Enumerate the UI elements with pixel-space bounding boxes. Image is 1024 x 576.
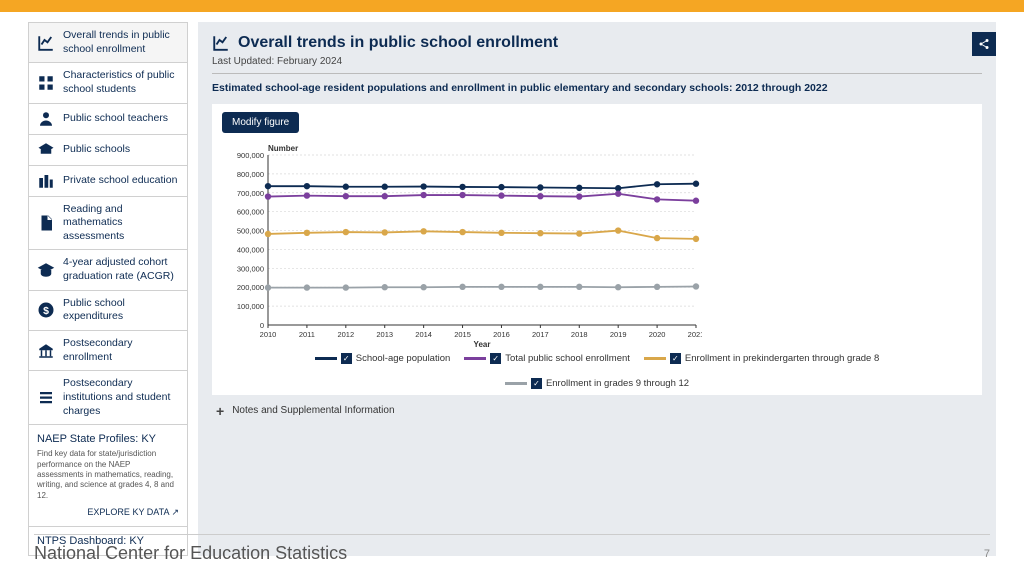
naep-box: NAEP State Profiles: KY Find key data for… (28, 425, 188, 527)
sidebar-item-4[interactable]: Private school education (28, 166, 188, 197)
city-icon (37, 172, 55, 190)
svg-text:2018: 2018 (571, 330, 588, 339)
chart-area: Modify figure Number 0 100,000 200,000 300,0… (212, 104, 982, 395)
svg-text:100,000: 100,000 (237, 302, 264, 311)
chart-icon (37, 34, 55, 52)
legend-item-1[interactable]: ✓ Total public school enrollment (464, 353, 630, 364)
svg-text:2015: 2015 (454, 330, 471, 339)
legend-item-3[interactable]: ✓ Enrollment in grades 9 through 12 (505, 378, 689, 389)
svg-text:$: $ (43, 305, 49, 317)
last-updated: Last Updated: February 2024 (212, 56, 982, 74)
svg-text:900,000: 900,000 (237, 151, 264, 160)
svg-text:600,000: 600,000 (237, 207, 264, 216)
school-icon (37, 141, 55, 159)
svg-text:0: 0 (260, 321, 264, 330)
chart-legend: ✓ School-age population ✓ Total public scho… (222, 353, 972, 389)
svg-text:2020: 2020 (649, 330, 666, 339)
sidebar-item-9[interactable]: Postsecondary institutions and student c… (28, 371, 188, 425)
naep-desc: Find key data for state/jurisdiction per… (37, 449, 179, 501)
sidebar-item-2[interactable]: Public school teachers (28, 104, 188, 135)
sidebar-item-label: Public schools (63, 143, 130, 157)
legend-label: School-age population (356, 353, 451, 364)
doc-icon (37, 214, 55, 232)
sidebar-item-label: Public school expenditures (63, 297, 179, 324)
legend-label: Enrollment in prekindergarten through gr… (685, 353, 879, 364)
svg-text:2013: 2013 (376, 330, 393, 339)
sidebar-item-5[interactable]: Reading and mathematics assessments (28, 197, 188, 251)
svg-text:700,000: 700,000 (237, 188, 264, 197)
person-icon (37, 110, 55, 128)
svg-text:Year: Year (474, 340, 491, 349)
footer-page: 7 (984, 548, 990, 560)
svg-text:800,000: 800,000 (237, 170, 264, 179)
svg-text:400,000: 400,000 (237, 245, 264, 254)
legend-label: Total public school enrollment (505, 353, 630, 364)
sidebar-item-label: Private school education (63, 174, 177, 188)
svg-text:2016: 2016 (493, 330, 510, 339)
naep-title: NAEP State Profiles: KY (37, 433, 179, 445)
svg-text:2017: 2017 (532, 330, 549, 339)
page-title: Overall trends in public school enrollme… (212, 34, 982, 52)
modify-figure-button[interactable]: Modify figure (222, 112, 299, 133)
sidebar-item-6[interactable]: 4-year adjusted cohort graduation rate (… (28, 250, 188, 290)
legend-item-0[interactable]: ✓ School-age population (315, 353, 451, 364)
legend-checkbox-3[interactable]: ✓ (531, 378, 542, 389)
svg-text:500,000: 500,000 (237, 226, 264, 235)
main-panel: Overall trends in public school enrollme… (198, 22, 996, 556)
svg-text:2014: 2014 (415, 330, 432, 339)
sidebar-item-label: 4-year adjusted cohort graduation rate (… (63, 256, 179, 283)
footer-title: National Center for Education Statistics (34, 543, 347, 564)
legend-checkbox-1[interactable]: ✓ (490, 353, 501, 364)
sidebar-item-7[interactable]: $ Public school expenditures (28, 291, 188, 331)
legend-checkbox-0[interactable]: ✓ (341, 353, 352, 364)
grad-icon (37, 261, 55, 279)
svg-text:2021: 2021 (688, 330, 702, 339)
svg-text:2019: 2019 (610, 330, 627, 339)
inst-icon (37, 342, 55, 360)
footer: National Center for Education Statistics… (34, 534, 990, 564)
svg-text:2011: 2011 (299, 330, 315, 339)
list-icon (37, 389, 55, 407)
sidebar-item-label: Postsecondary institutions and student c… (63, 377, 179, 418)
grid-icon (37, 74, 55, 92)
sidebar: Overall trends in public school enrollme… (28, 22, 188, 556)
sidebar-item-label: Characteristics of public school student… (63, 69, 179, 96)
chart-title: Estimated school-age resident population… (212, 82, 982, 96)
sidebar-item-0[interactable]: Overall trends in public school enrollme… (28, 22, 188, 63)
sidebar-item-label: Postsecondary enrollment (63, 337, 179, 364)
legend-label: Enrollment in grades 9 through 12 (546, 378, 689, 389)
line-chart: Number 0 100,000 200,000 300,000 400,000 500,0… (222, 139, 972, 349)
dollar-icon: $ (37, 301, 55, 319)
notes-row[interactable]: + Notes and Supplemental Information (212, 395, 982, 419)
svg-text:2012: 2012 (337, 330, 354, 339)
sidebar-item-1[interactable]: Characteristics of public school student… (28, 63, 188, 103)
sidebar-item-3[interactable]: Public schools (28, 135, 188, 166)
legend-checkbox-2[interactable]: ✓ (670, 353, 681, 364)
share-button[interactable] (972, 32, 996, 56)
sidebar-item-8[interactable]: Postsecondary enrollment (28, 331, 188, 371)
svg-text:200,000: 200,000 (237, 283, 264, 292)
legend-item-2[interactable]: ✓ Enrollment in prekindergarten through g… (644, 353, 879, 364)
explore-link[interactable]: EXPLORE KY DATA ↗ (37, 507, 179, 518)
sidebar-item-label: Overall trends in public school enrollme… (63, 29, 179, 56)
svg-text:300,000: 300,000 (237, 264, 264, 273)
sidebar-item-label: Public school teachers (63, 112, 168, 126)
svg-text:Number: Number (268, 144, 298, 153)
svg-text:2010: 2010 (260, 330, 277, 339)
sidebar-item-label: Reading and mathematics assessments (63, 203, 179, 244)
